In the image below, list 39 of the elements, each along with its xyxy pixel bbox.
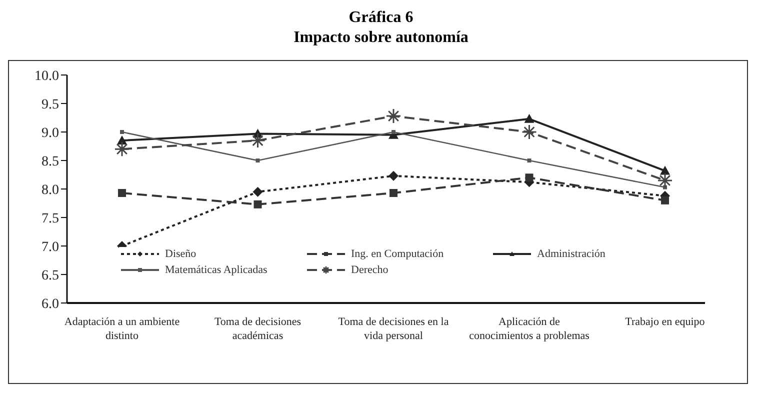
point [388, 170, 398, 181]
point [660, 166, 670, 175]
point [392, 130, 396, 134]
point [256, 158, 260, 162]
x-tick-label: Toma de decisiones académicas [214, 316, 302, 342]
point [522, 124, 537, 140]
x-tick-label: Toma de decisiones en la vida personal [338, 316, 449, 342]
x-tick-label: Aplicación de conocimientos a problemas [469, 316, 590, 342]
legend-label: Derecho [351, 264, 388, 276]
y-tick-label: 9.0 [42, 126, 59, 141]
chart-subtitle: Impacto sobre autonomía [292, 28, 470, 48]
x-tick-label: Trabajo en equipo [625, 316, 706, 328]
legend-label: Administración [537, 248, 606, 260]
y-tick-label: 6.0 [42, 296, 59, 312]
point [386, 108, 402, 124]
chart-title: Gráfica 6 [348, 8, 414, 28]
point [657, 172, 673, 188]
point [118, 188, 126, 197]
y-tick-label: 8.5 [42, 154, 59, 170]
x-tick-label: Adaptación a un ambiente distinto [64, 316, 180, 342]
point [525, 174, 534, 182]
point [252, 186, 263, 197]
point [120, 130, 124, 134]
y-tick-label: 10.0 [34, 68, 59, 84]
y-tick-label: 8.0 [42, 182, 59, 198]
point [527, 158, 532, 162]
point [254, 200, 262, 208]
y-tick-label: 6.5 [42, 268, 59, 284]
point [250, 132, 266, 148]
y-tick-label: 9.5 [42, 97, 59, 112]
point [661, 196, 669, 204]
legend-label: Matemáticas Aplicadas [165, 264, 268, 276]
point [114, 141, 130, 157]
point [390, 188, 398, 197]
legend-label: Ing. en Computación [351, 248, 444, 260]
y-tick-label: 7.0 [42, 240, 59, 255]
point [524, 114, 534, 123]
y-tick-label: 7.5 [42, 211, 59, 226]
legend-label: Diseño [165, 248, 196, 260]
